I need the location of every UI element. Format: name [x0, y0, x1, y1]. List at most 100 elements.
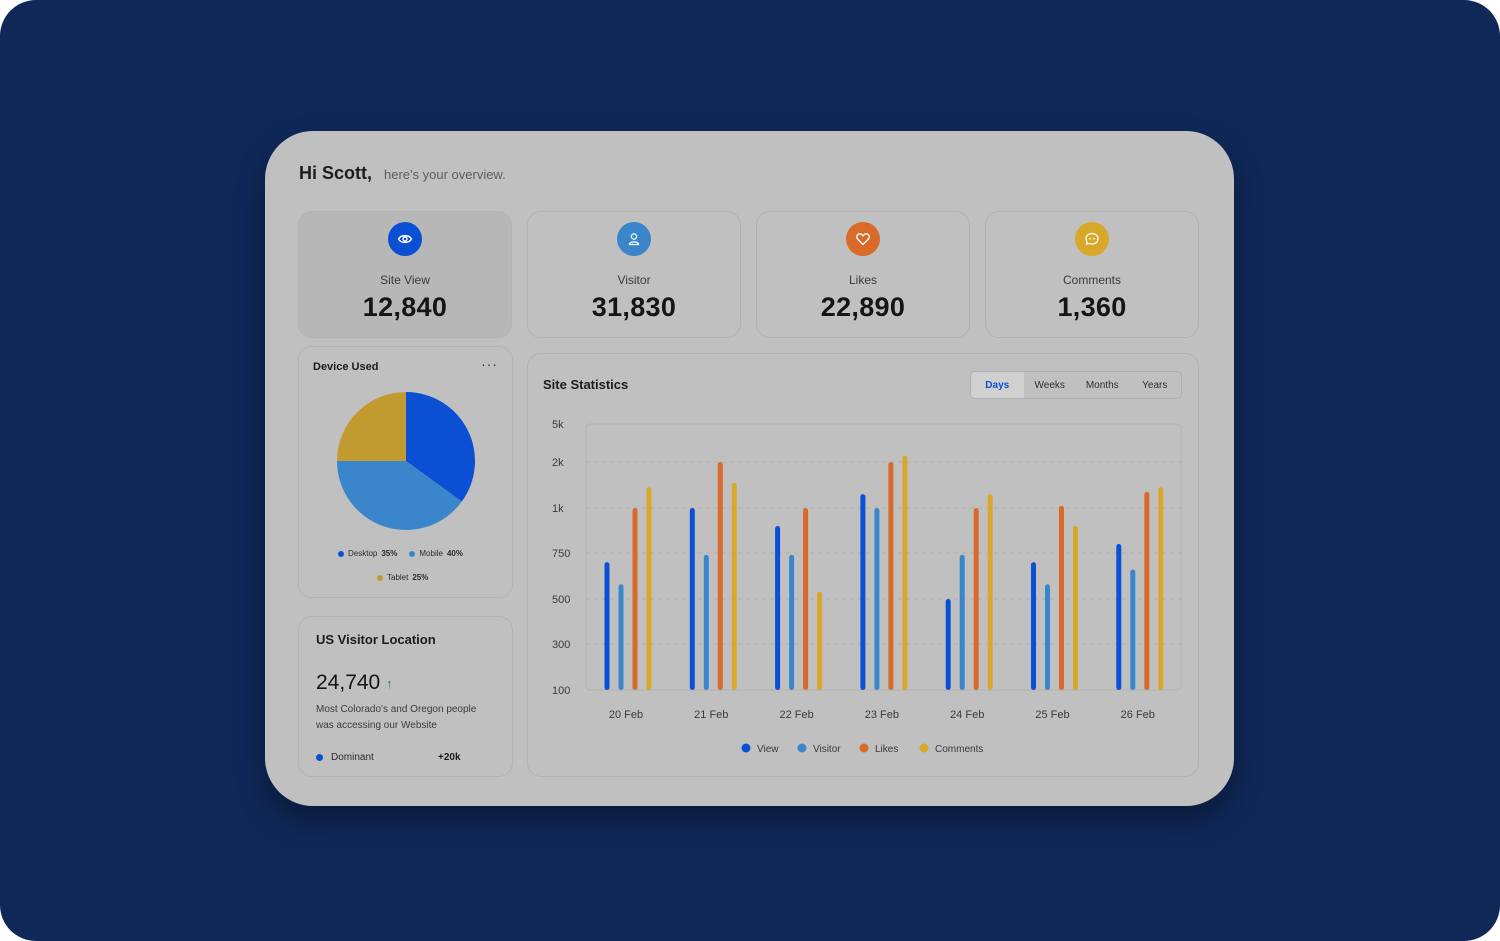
bar-view-20-feb	[604, 562, 610, 690]
bar-comments-24-feb	[987, 494, 993, 690]
stat-value: 12,840	[362, 292, 448, 322]
bar-view-23-feb	[860, 494, 866, 690]
legend-dot	[338, 550, 344, 557]
bar-likes-22-feb	[803, 508, 809, 690]
user-icon	[617, 222, 651, 256]
more-options-icon[interactable]: ···	[481, 356, 498, 372]
stat-label: Comments	[1062, 273, 1121, 287]
device-used-title: Device Used	[313, 361, 379, 373]
y-tick-label: 750	[552, 548, 570, 560]
greeting-name: Hi Scott,	[299, 163, 373, 183]
site-statistics-panel: 5k 2k 1k 750 500 300 100 20 Feb 21 Feb 22 Feb 23 F…	[527, 353, 1199, 777]
stat-card-site-view[interactable]: Site View 12,840	[298, 211, 512, 338]
bar-view-22-feb	[775, 526, 781, 690]
visitor-count: 24,740	[316, 671, 381, 694]
dominant-value: +20k	[438, 752, 461, 763]
legend-label: Mobile	[419, 549, 443, 558]
x-tick-label: 21 Feb	[694, 709, 728, 721]
x-tick-label: 24 Feb	[950, 709, 984, 721]
trend-up-icon: ↑	[386, 675, 393, 691]
bar-visitor-25-feb	[1045, 584, 1050, 690]
tab-months[interactable]: Months	[1085, 379, 1119, 391]
device-used-panel: Device Used ··· Desktop 35% Mobile 40%	[298, 346, 513, 598]
bar-likes-23-feb	[888, 462, 894, 690]
legend-label: Desktop	[348, 549, 378, 558]
x-tick-label: 23 Feb	[865, 709, 899, 721]
bar-visitor-22-feb	[789, 554, 795, 690]
legend-label-view: View	[757, 744, 779, 755]
plot-frame	[585, 423, 1182, 691]
device-legend-row-1: Desktop 35% Mobile 40%	[338, 549, 463, 558]
stat-value: 1,360	[1057, 292, 1127, 322]
stat-card-likes[interactable]: Likes 22,890	[756, 211, 970, 338]
y-tick-label: 500	[552, 594, 570, 606]
legend-dot	[377, 574, 383, 581]
legend-percent: 25%	[412, 573, 429, 582]
legend-label-likes: Likes	[875, 744, 898, 755]
bar-comments-23-feb	[902, 455, 908, 690]
legend-dot-likes	[859, 743, 869, 753]
bar-likes-20-feb	[632, 508, 638, 690]
us-visitor-location-panel: US Visitor Location 24,740 ↑ Most Colora…	[298, 616, 513, 777]
pie-slice-mobile	[337, 461, 462, 530]
bar-comments-25-feb	[1073, 526, 1078, 690]
legend-dot-comments	[919, 743, 929, 753]
heart-icon	[846, 222, 880, 256]
bar-likes-24-feb	[973, 508, 979, 690]
x-tick-label: 22 Feb	[779, 709, 813, 721]
bar-visitor-21-feb	[703, 554, 709, 690]
bar-comments-20-feb	[646, 487, 652, 690]
site-statistics-chart: 5k 2k 1k 750 500 300 100 20 Feb 21 Feb 22 Feb 23 F…	[552, 419, 1182, 755]
eye-icon	[388, 222, 422, 256]
legend-dot-visitor	[797, 743, 807, 753]
bar-view-21-feb	[689, 508, 695, 690]
tab-days[interactable]: Days	[971, 372, 1024, 398]
bar-view-25-feb	[1031, 562, 1036, 690]
dominant-legend: Dominant	[316, 752, 374, 763]
bar-likes-26-feb	[1144, 491, 1150, 690]
y-tick-label: 300	[552, 639, 570, 651]
legend-mobile: Mobile 40%	[409, 549, 463, 558]
bar-visitor-26-feb	[1130, 569, 1136, 690]
device-legend-row-2: Tablet 25%	[377, 573, 428, 582]
visitor-location-value: 24,740 ↑	[316, 671, 393, 695]
bar-likes-25-feb	[1059, 505, 1064, 690]
y-tick-label: 1k	[552, 503, 564, 515]
pie-slice-tablet	[337, 392, 406, 461]
bar-visitor-23-feb	[874, 508, 880, 690]
dominant-label: Dominant	[331, 752, 374, 763]
tab-weeks[interactable]: Weeks	[1034, 379, 1065, 391]
bar-view-24-feb	[945, 599, 951, 690]
visitor-location-title: US Visitor Location	[316, 632, 436, 647]
x-tick-label: 25 Feb	[1035, 709, 1069, 721]
bar-comments-22-feb	[817, 591, 823, 690]
greeting: Hi Scott, here's your overview.	[299, 163, 506, 184]
bar-visitor-24-feb	[959, 554, 965, 690]
legend-percent: 40%	[446, 549, 463, 558]
site-statistics-title: Site Statistics	[543, 377, 629, 392]
y-tick-label: 5k	[552, 419, 564, 431]
legend-dot-view	[741, 743, 751, 753]
legend-label: Tablet	[387, 573, 409, 582]
stat-card-visitor[interactable]: Visitor 31,830	[527, 211, 741, 338]
stat-label: Site View	[380, 273, 430, 287]
greeting-subtitle: here's your overview.	[384, 167, 506, 182]
bar-comments-21-feb	[731, 482, 737, 690]
x-tick-label: 26 Feb	[1121, 709, 1155, 721]
stat-label: Visitor	[617, 273, 651, 287]
legend-label-visitor: Visitor	[813, 744, 841, 755]
legend-tablet: Tablet 25%	[377, 573, 428, 582]
legend-label-comments: Comments	[935, 744, 983, 755]
legend-desktop: Desktop 35%	[338, 549, 397, 558]
chat-icon	[1075, 222, 1109, 256]
bar-visitor-20-feb	[618, 584, 624, 690]
bar-comments-26-feb	[1158, 487, 1164, 690]
dominant-dot	[316, 754, 323, 761]
period-tabs: Days Weeks Months Years	[970, 371, 1182, 399]
visitor-location-description: Most Colorado's and Oregon people was ac…	[316, 704, 477, 731]
stat-card-comments[interactable]: Comments 1,360	[985, 211, 1199, 338]
bar-likes-21-feb	[717, 462, 723, 690]
y-tick-label: 100	[552, 685, 570, 697]
tab-years[interactable]: Years	[1142, 379, 1168, 391]
